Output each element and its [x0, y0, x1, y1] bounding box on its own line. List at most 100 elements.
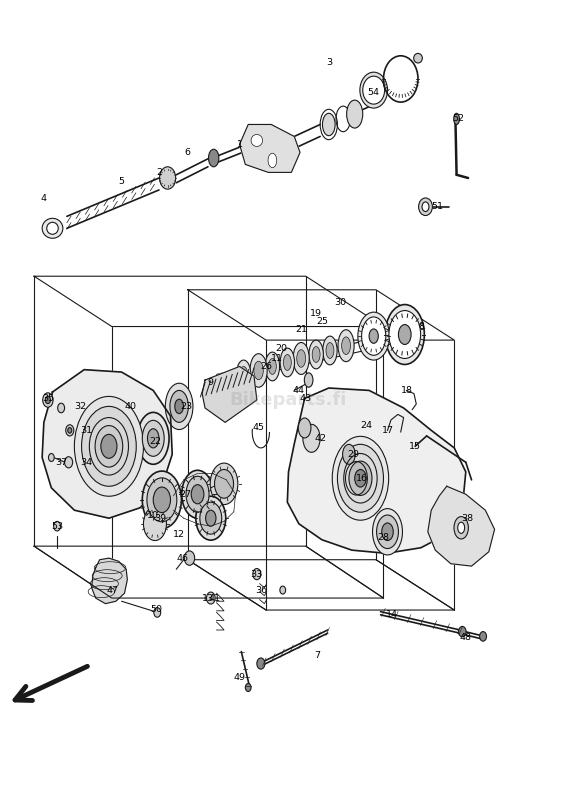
Ellipse shape [382, 523, 394, 541]
Ellipse shape [186, 476, 209, 512]
Text: 18: 18 [400, 386, 413, 395]
Text: 19: 19 [310, 310, 322, 318]
Ellipse shape [385, 305, 424, 365]
Polygon shape [202, 366, 257, 422]
Text: 39: 39 [155, 514, 167, 522]
Text: 50: 50 [150, 605, 162, 614]
Text: 5: 5 [118, 177, 125, 186]
Text: 25: 25 [316, 318, 328, 326]
Ellipse shape [46, 397, 50, 403]
Ellipse shape [175, 399, 183, 414]
Ellipse shape [170, 390, 188, 422]
Ellipse shape [338, 444, 384, 512]
Ellipse shape [245, 683, 251, 691]
Ellipse shape [191, 485, 204, 504]
Ellipse shape [358, 312, 389, 360]
Ellipse shape [254, 362, 263, 380]
Ellipse shape [166, 383, 193, 430]
Ellipse shape [304, 373, 313, 387]
Text: 46: 46 [176, 554, 188, 562]
Ellipse shape [355, 470, 366, 487]
Ellipse shape [215, 470, 234, 498]
Ellipse shape [309, 340, 323, 369]
Ellipse shape [154, 608, 161, 618]
Ellipse shape [418, 198, 432, 215]
Ellipse shape [332, 436, 389, 520]
Text: 10: 10 [147, 511, 159, 520]
Text: 28: 28 [377, 533, 389, 542]
Ellipse shape [280, 586, 286, 594]
Text: 32: 32 [74, 402, 86, 411]
Text: 16: 16 [356, 474, 368, 482]
Ellipse shape [297, 350, 306, 367]
Text: 22: 22 [149, 437, 161, 446]
Ellipse shape [101, 434, 117, 458]
Text: 42: 42 [314, 434, 326, 443]
Text: 30: 30 [334, 298, 346, 307]
Ellipse shape [347, 100, 363, 128]
Ellipse shape [74, 397, 144, 496]
Ellipse shape [196, 496, 226, 540]
Ellipse shape [81, 406, 136, 486]
Text: 40: 40 [124, 402, 136, 411]
Ellipse shape [268, 154, 277, 168]
Ellipse shape [280, 348, 294, 377]
Ellipse shape [323, 336, 337, 365]
Ellipse shape [342, 337, 350, 354]
Polygon shape [428, 486, 494, 566]
Ellipse shape [207, 592, 215, 604]
Ellipse shape [303, 424, 320, 452]
Text: 26: 26 [261, 362, 272, 371]
Text: 38: 38 [461, 514, 473, 522]
Text: 4: 4 [41, 194, 47, 203]
Text: 20: 20 [276, 343, 287, 353]
Text: 36: 36 [255, 586, 267, 594]
Ellipse shape [148, 429, 159, 448]
Ellipse shape [363, 76, 385, 104]
Ellipse shape [153, 487, 170, 513]
Text: 51: 51 [431, 202, 443, 211]
Text: 47: 47 [107, 586, 119, 594]
Text: 3: 3 [326, 58, 332, 67]
Ellipse shape [454, 114, 459, 125]
Text: 24: 24 [360, 421, 372, 430]
Ellipse shape [298, 418, 311, 438]
Text: 53: 53 [51, 522, 63, 530]
Ellipse shape [47, 222, 58, 234]
Ellipse shape [143, 471, 181, 529]
Text: 44: 44 [293, 386, 305, 395]
Text: 35: 35 [42, 394, 54, 403]
Ellipse shape [251, 134, 263, 146]
Ellipse shape [323, 114, 335, 136]
Text: 45: 45 [253, 423, 265, 433]
Text: 7: 7 [314, 651, 320, 660]
Ellipse shape [239, 366, 248, 382]
Ellipse shape [68, 427, 72, 433]
Text: 15: 15 [409, 442, 421, 451]
Polygon shape [287, 388, 466, 554]
Ellipse shape [454, 517, 469, 539]
Text: Bikeparts.fi: Bikeparts.fi [230, 391, 347, 409]
Ellipse shape [95, 426, 123, 467]
Text: 29: 29 [347, 450, 359, 459]
Text: 2: 2 [156, 168, 162, 177]
Ellipse shape [237, 360, 251, 389]
Polygon shape [239, 125, 300, 172]
Ellipse shape [373, 509, 403, 555]
Text: 52: 52 [452, 114, 464, 123]
Ellipse shape [369, 329, 379, 343]
Ellipse shape [54, 522, 61, 531]
Ellipse shape [265, 352, 280, 381]
Ellipse shape [312, 346, 320, 362]
Text: 27: 27 [179, 490, 191, 498]
Ellipse shape [210, 463, 238, 505]
Text: 13: 13 [202, 594, 214, 602]
Ellipse shape [160, 167, 175, 189]
Ellipse shape [459, 626, 466, 637]
Text: 43: 43 [299, 394, 312, 403]
Ellipse shape [360, 72, 388, 108]
Ellipse shape [257, 658, 265, 669]
Text: 1: 1 [237, 140, 242, 149]
Ellipse shape [479, 631, 486, 641]
Ellipse shape [283, 354, 291, 370]
